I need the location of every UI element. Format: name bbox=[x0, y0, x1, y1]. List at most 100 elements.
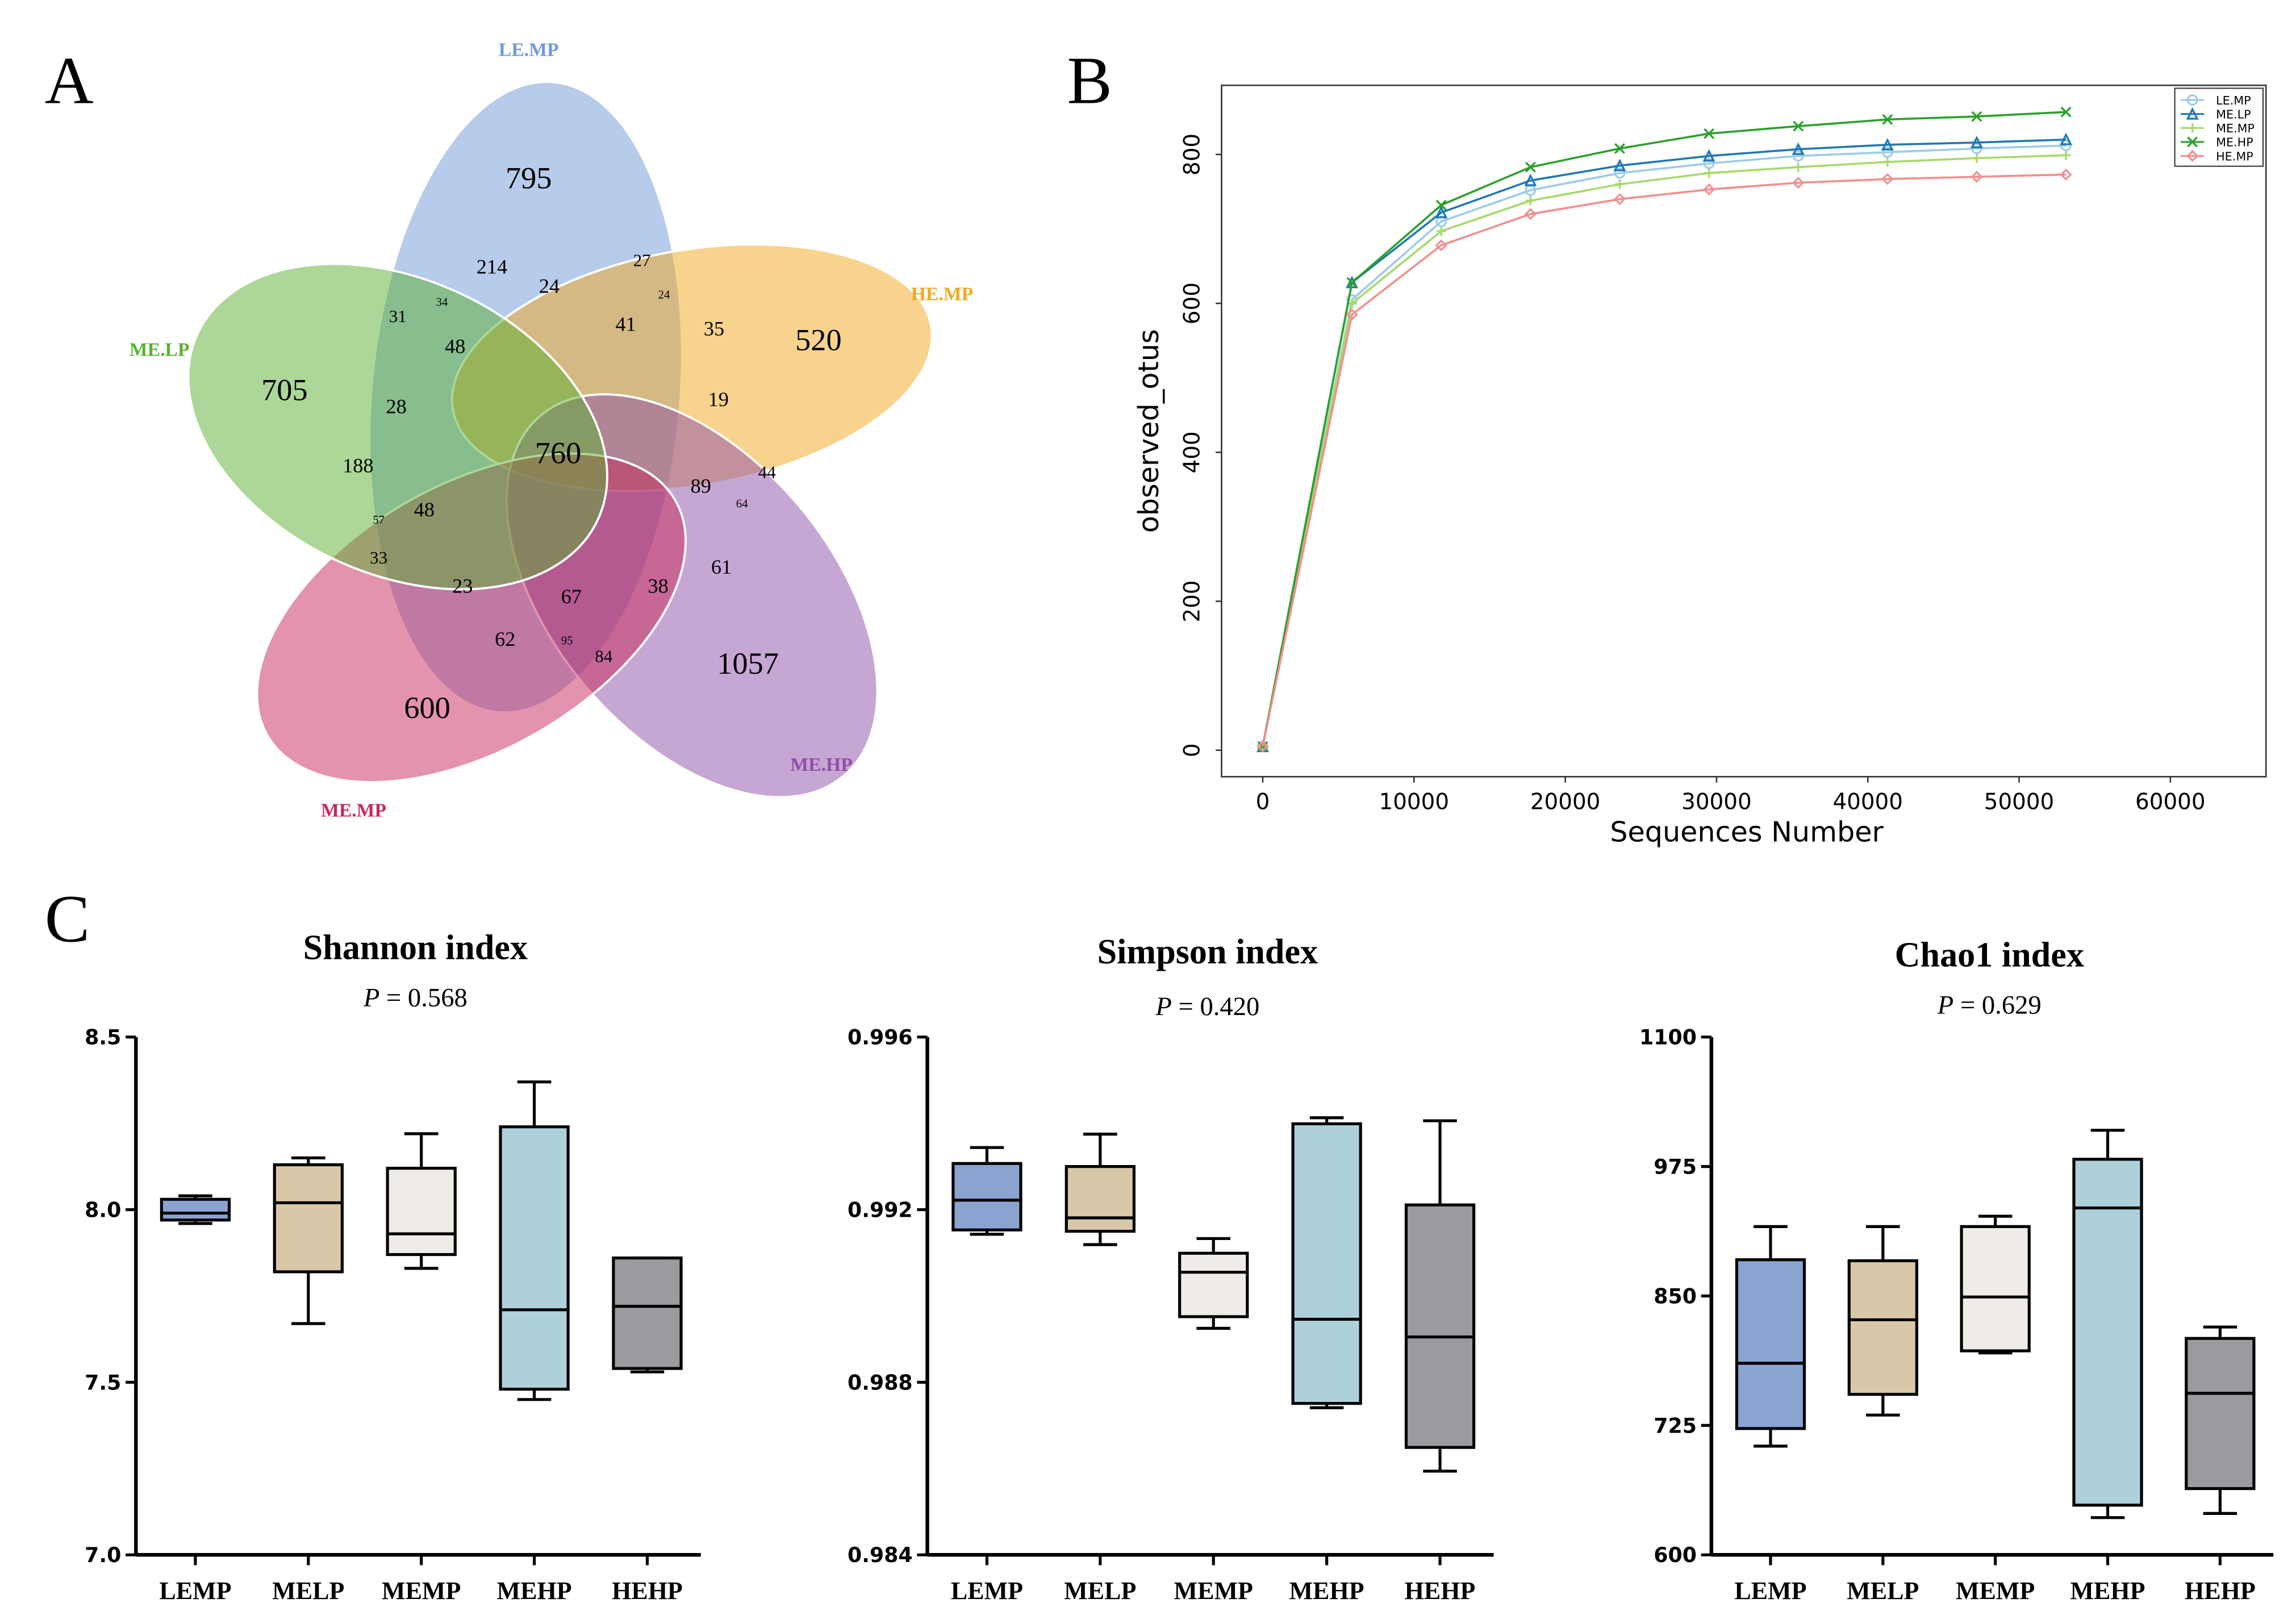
venn-intersection-count: 57 bbox=[373, 514, 385, 527]
marker-diamond bbox=[1971, 170, 1983, 183]
box-melp bbox=[1847, 1225, 1918, 1417]
marker-triangle bbox=[2186, 107, 2199, 120]
x-tick-label: LEMP bbox=[1734, 1577, 1806, 1605]
y-tick-label: 1100 bbox=[1639, 1025, 1697, 1050]
p-value-label: P = 0.420 bbox=[1155, 992, 1259, 1021]
box-memp bbox=[386, 1132, 457, 1270]
marker-diamond bbox=[1881, 173, 1894, 185]
marker-x bbox=[1971, 111, 1982, 122]
p-symbol: P bbox=[1155, 992, 1171, 1021]
marker-x bbox=[1346, 277, 1358, 288]
marker-circle bbox=[2060, 140, 2072, 152]
box-iqr bbox=[386, 1167, 457, 1256]
x-tick-label: LEMP bbox=[159, 1577, 231, 1605]
shannon-boxplot: Shannon index P = 0.568 7.0 7.5 8.0 8.5 LEMP ME… bbox=[85, 928, 701, 1605]
venn-intersection-count: 214 bbox=[477, 256, 507, 278]
x-tick-label: HEHP bbox=[1405, 1577, 1476, 1605]
marker-x bbox=[1614, 143, 1625, 154]
chart-title: Shannon index bbox=[303, 928, 528, 967]
legend-label: ME.HP bbox=[2216, 136, 2253, 149]
marker-circle bbox=[1792, 150, 1804, 162]
venn-intersection-count: 27 bbox=[633, 251, 651, 270]
legend-label: LE.MP bbox=[2216, 94, 2251, 107]
series-me-hp bbox=[1257, 106, 2072, 752]
marker-x bbox=[2187, 136, 2198, 148]
marker-diamond bbox=[1435, 239, 1447, 252]
venn-unique-count: 1057 bbox=[717, 646, 779, 681]
plot-frame bbox=[1221, 84, 2267, 778]
simpson-boxplot: Simpson index P = 0.420 0.984 0.988 0.992 0.9… bbox=[848, 933, 1494, 1605]
p-symbol: P bbox=[363, 983, 379, 1012]
marker-circle bbox=[1703, 157, 1715, 169]
venn-unique-count: 520 bbox=[795, 323, 842, 357]
venn-set-me-lp bbox=[187, 262, 608, 591]
marker-x bbox=[2060, 106, 2072, 118]
chart-title: Chao1 index bbox=[1895, 936, 2084, 974]
x-tick-label: 50000 bbox=[1984, 789, 2055, 815]
x-tick-label: MEMP bbox=[1956, 1577, 2035, 1605]
box-melp bbox=[273, 1156, 344, 1325]
p-value-label: P = 0.629 bbox=[1937, 990, 2042, 1020]
venn-intersection-count: 61 bbox=[711, 556, 732, 578]
x-tick-label: LEMP bbox=[951, 1577, 1023, 1605]
marker-plus bbox=[1972, 153, 1982, 163]
marker-triangle bbox=[1702, 149, 1715, 162]
box-iqr bbox=[951, 1162, 1022, 1231]
y-tick-label: 725 bbox=[1654, 1413, 1697, 1438]
venn-set-label: ME.MP bbox=[321, 800, 386, 821]
marker-diamond bbox=[1792, 177, 1805, 189]
box-iqr bbox=[1960, 1225, 2031, 1352]
x-tick-label: 10000 bbox=[1379, 789, 1450, 815]
box-hehp bbox=[1404, 1119, 1476, 1473]
y-tick-label: 850 bbox=[1654, 1284, 1697, 1308]
box-iqr bbox=[273, 1163, 344, 1274]
x-tick-label: 20000 bbox=[1530, 789, 1601, 815]
x-tick-label: 30000 bbox=[1681, 789, 1752, 815]
marker-plus bbox=[1704, 168, 1714, 178]
y-tick-label: 975 bbox=[1654, 1155, 1697, 1179]
x-tick-label: 40000 bbox=[1832, 789, 1903, 815]
y-tick-label: 7.5 bbox=[85, 1370, 121, 1395]
panel-label-c: C bbox=[45, 881, 90, 956]
marker-plus bbox=[2188, 123, 2197, 133]
marker-diamond bbox=[1613, 193, 1626, 206]
venn-intersection-count: 38 bbox=[648, 575, 669, 598]
marker-plus bbox=[1793, 162, 1804, 172]
marker-diamond bbox=[1256, 740, 1269, 753]
box-iqr bbox=[1404, 1203, 1476, 1449]
marker-diamond bbox=[1703, 183, 1715, 196]
venn-intersection-count: 89 bbox=[691, 475, 711, 498]
rarefaction-chart: 0 10000 20000 30000 40000 50000 60000 0 200 400 60… bbox=[1132, 84, 2267, 848]
venn-intersection-count: 28 bbox=[386, 395, 407, 418]
p-symbol: P bbox=[1937, 990, 1953, 1020]
venn-intersection-count: 760 bbox=[535, 436, 582, 470]
box-iqr bbox=[1847, 1259, 1918, 1396]
legend-label: ME.LP bbox=[2216, 107, 2251, 121]
venn-set-label: ME.LP bbox=[130, 340, 190, 361]
marker-x bbox=[1257, 741, 1268, 752]
x-tick-label: MELP bbox=[1847, 1577, 1919, 1605]
venn-unique-count: 600 bbox=[404, 691, 450, 725]
p-value: = 0.568 bbox=[379, 983, 467, 1012]
chart-title: Simpson index bbox=[1097, 933, 1318, 971]
marker-plus bbox=[2061, 150, 2071, 160]
y-tick-label: 800 bbox=[1180, 133, 1205, 176]
series-line bbox=[1262, 173, 2067, 747]
marker-plus bbox=[1882, 157, 1893, 167]
venn-intersection-count: 34 bbox=[436, 297, 448, 309]
box-mehp bbox=[499, 1080, 570, 1401]
y-tick-label: 600 bbox=[1654, 1543, 1697, 1567]
marker-x bbox=[1525, 161, 1536, 173]
venn-intersection-count: 67 bbox=[561, 585, 582, 608]
box-iqr bbox=[1064, 1165, 1136, 1233]
series-me-lp bbox=[1256, 132, 2073, 753]
venn-intersection-count: 188 bbox=[343, 454, 373, 477]
marker-triangle bbox=[1881, 137, 1894, 151]
marker-x bbox=[1882, 114, 1893, 125]
x-axis-label: Sequences Number bbox=[1610, 815, 1884, 848]
marker-diamond bbox=[2060, 168, 2072, 181]
marker-circle bbox=[1614, 167, 1626, 179]
marker-diamond bbox=[1524, 208, 1537, 220]
box-iqr bbox=[1735, 1258, 1806, 1430]
venn-unique-count: 795 bbox=[506, 161, 552, 195]
